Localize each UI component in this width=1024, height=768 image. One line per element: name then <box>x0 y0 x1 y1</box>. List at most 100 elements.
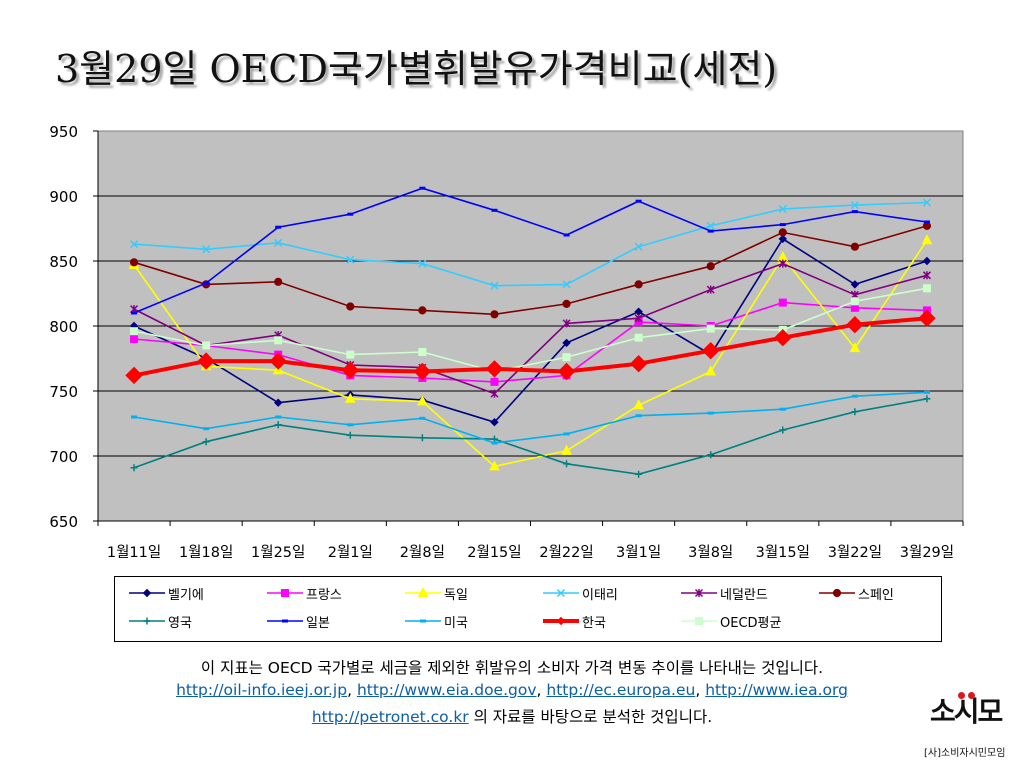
data-point <box>633 399 644 410</box>
data-point <box>274 398 283 407</box>
series-10 <box>125 309 936 385</box>
data-point <box>275 225 282 229</box>
data-point <box>635 199 642 203</box>
data-point <box>418 434 426 442</box>
data-point <box>563 233 570 237</box>
x-tick-label: 1월25일 <box>251 544 305 561</box>
legend-item: 프랑스 <box>267 583 342 603</box>
series-8 <box>131 186 930 315</box>
data-point <box>490 435 498 443</box>
data-point <box>269 352 287 370</box>
logo-dot-icon <box>958 692 965 699</box>
series-line <box>133 237 928 424</box>
series-line <box>133 201 927 287</box>
data-point <box>347 423 354 427</box>
data-point <box>274 421 282 429</box>
legend-swatch <box>129 588 165 598</box>
series-line <box>133 398 928 476</box>
data-point <box>341 361 359 379</box>
data-point <box>635 470 643 478</box>
data-point <box>281 589 289 597</box>
data-point <box>202 245 211 254</box>
x-tick-label: 3월29일 <box>900 544 954 561</box>
data-point <box>629 354 648 373</box>
legend-swatch <box>405 619 441 623</box>
data-point <box>203 281 210 285</box>
data-point <box>850 297 859 306</box>
legend-swatch <box>543 588 579 598</box>
x-tick-label: 2월1일 <box>328 544 373 561</box>
data-point <box>202 341 211 350</box>
line-chart: 650 700 750 800 850 900 950 1월11일 1월18일 1월25일 2월1일… <box>49 123 964 561</box>
data-point <box>490 377 499 386</box>
legend-label: 한국 <box>582 615 606 631</box>
data-point <box>130 327 139 336</box>
data-point <box>418 348 427 356</box>
logo-subtitle: [사]소비자시민모임 <box>924 748 1006 759</box>
series-3 <box>128 234 933 471</box>
source-link[interactable]: http://oil-info.ieej.or.jp <box>176 681 348 699</box>
data-point <box>922 284 931 293</box>
data-point <box>778 204 787 214</box>
data-point <box>702 341 720 360</box>
data-point <box>131 415 138 419</box>
data-point <box>851 210 858 214</box>
data-point <box>779 407 786 411</box>
y-tick-label: 950 <box>49 123 78 141</box>
y-tick-label: 700 <box>49 448 78 466</box>
x-tick-label: 2월15일 <box>467 544 521 561</box>
data-point <box>851 394 858 398</box>
data-point <box>346 255 355 264</box>
data-point <box>778 228 787 237</box>
y-tick-label: 750 <box>49 383 78 401</box>
data-point <box>129 258 139 267</box>
caption-line1: 이 지표는 OECD 국가별로 세금을 제외한 휘발유의 소비자 가격 변동 추… <box>200 659 824 677</box>
series-line <box>133 391 928 444</box>
series-line <box>133 239 928 468</box>
data-point <box>563 432 570 436</box>
x-tick-label: 2월8일 <box>400 544 445 561</box>
data-point <box>778 234 787 244</box>
source-link[interactable]: http://petronet.co.kr <box>311 708 469 726</box>
legend-label: 독일 <box>444 587 468 603</box>
data-point <box>417 395 428 406</box>
caption-links: http://oil-info.ieej.or.jp, http://www.e… <box>0 681 1024 699</box>
data-point <box>561 444 572 455</box>
source-link[interactable]: http://www.iea.org <box>705 681 848 699</box>
caption-line3: http://petronet.co.kr 의 자료를 바탕으로 분석한 것입니… <box>0 705 1024 727</box>
data-point <box>923 395 931 403</box>
data-point <box>832 588 842 598</box>
data-point <box>562 338 571 348</box>
data-point <box>130 335 139 343</box>
data-point <box>490 389 499 398</box>
data-point <box>419 416 426 420</box>
data-point <box>419 186 426 190</box>
data-point <box>418 259 427 268</box>
data-point <box>562 319 571 328</box>
data-point <box>923 220 930 224</box>
series-line <box>133 262 928 395</box>
data-point <box>846 315 864 334</box>
data-point <box>125 366 143 385</box>
data-point <box>923 390 930 394</box>
source-link[interactable]: http://ec.europa.eu <box>546 681 696 699</box>
series-9 <box>131 390 930 445</box>
x-tick-label: 1월11일 <box>107 544 161 561</box>
series-7 <box>130 395 931 478</box>
data-point <box>634 242 643 251</box>
legend-swatch <box>681 617 717 625</box>
x-tick-label: 1월18일 <box>179 544 233 561</box>
data-point <box>346 431 354 439</box>
data-point <box>344 392 356 403</box>
x-tick-label: 3월22일 <box>828 544 882 561</box>
series-line <box>133 287 928 373</box>
data-point <box>346 302 355 311</box>
legend-item: 스페인 <box>819 583 894 603</box>
data-point <box>922 271 931 280</box>
data-point <box>634 333 643 342</box>
data-point <box>634 314 643 323</box>
source-link[interactable]: http://www.eia.doe.gov <box>356 681 537 699</box>
organization-logo: 소시모 [사]소비자시민모임 <box>924 690 1018 762</box>
legend-label: 프랑스 <box>306 587 342 603</box>
data-point <box>706 324 715 333</box>
